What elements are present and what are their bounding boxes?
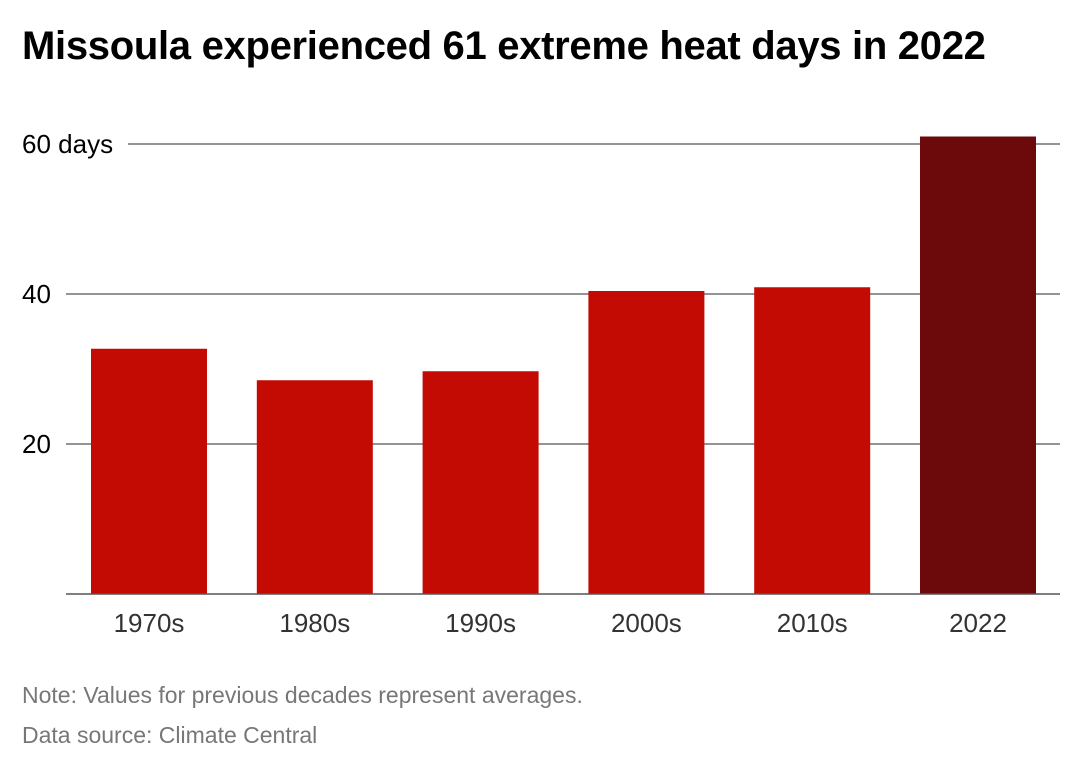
x-tick-label-1980s: 1980s — [279, 608, 350, 638]
chart-title: Missoula experienced 61 extreme heat day… — [22, 24, 986, 68]
x-tick-label-2000s: 2000s — [611, 608, 682, 638]
bar-1990s — [422, 371, 539, 594]
y-axis-tick-labels: 20 40 60 days — [22, 129, 113, 459]
y-tick-label-60: 60 days — [22, 129, 113, 159]
bar-2022 — [920, 136, 1036, 594]
x-tick-label-1990s: 1990s — [445, 608, 516, 638]
x-tick-label-2022: 2022 — [949, 608, 1007, 638]
bar-2010s — [754, 287, 871, 594]
bars — [91, 136, 1036, 594]
gridlines — [66, 143, 1060, 445]
y-tick-label-40: 40 — [22, 279, 51, 309]
x-axis-tick-labels: 1970s 1980s 1990s 2000s 2010s 2022 — [114, 608, 1007, 638]
y-tick-label-20: 20 — [22, 429, 51, 459]
data-source: Data source: Climate Central — [22, 722, 318, 748]
bar-2000s — [588, 291, 705, 594]
bar-1970s — [91, 348, 207, 594]
x-tick-label-1970s: 1970s — [114, 608, 185, 638]
bar-1980s — [256, 380, 373, 594]
chart-note: Note: Values for previous decades repres… — [22, 682, 583, 708]
x-tick-label-2010s: 2010s — [777, 608, 848, 638]
